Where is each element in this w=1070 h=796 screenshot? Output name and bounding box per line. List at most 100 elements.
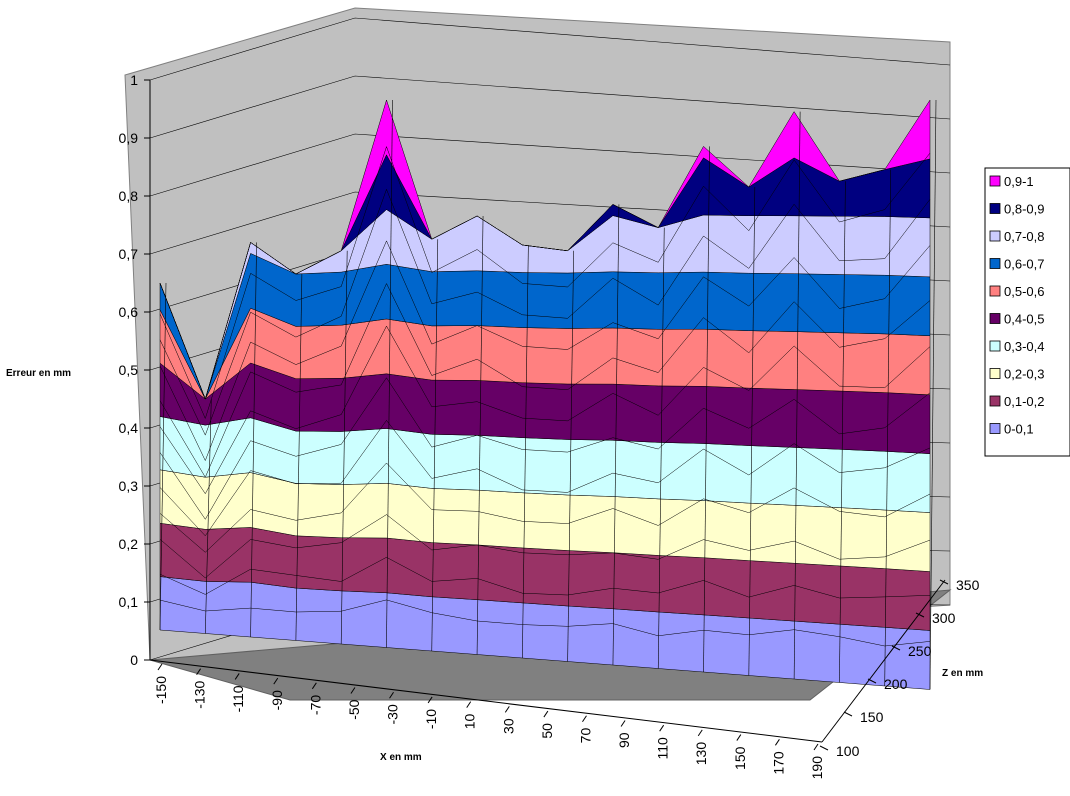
mesh-line bbox=[522, 244, 529, 659]
mesh-line bbox=[839, 181, 846, 683]
legend-swatch bbox=[989, 313, 1001, 324]
mesh-line bbox=[159, 188, 931, 436]
legend-label: 0,6-0,7 bbox=[1004, 257, 1044, 272]
legend-label: 0,4-0,5 bbox=[1004, 312, 1044, 327]
surface-band-0,9-1 bbox=[159, 99, 931, 400]
z-tick-label: 150 bbox=[860, 709, 884, 725]
surface-mesh bbox=[159, 99, 937, 690]
x-tick-mark bbox=[311, 682, 317, 690]
x-tick-mark bbox=[389, 691, 394, 699]
z-tick-mark bbox=[819, 745, 829, 751]
mesh-line bbox=[159, 282, 931, 478]
legend-label: 0,7-0,8 bbox=[1004, 229, 1044, 244]
x-tick-label: -10 bbox=[423, 709, 439, 729]
legend-label: 0,1-0,2 bbox=[1004, 394, 1044, 409]
mesh-line bbox=[159, 325, 931, 495]
legend-label: 0-0,1 bbox=[1004, 422, 1034, 437]
mesh-line bbox=[748, 186, 756, 676]
mesh-line bbox=[159, 599, 931, 647]
x-tick-mark bbox=[620, 720, 626, 727]
x-tick-mark bbox=[697, 729, 703, 737]
x-tick-mark bbox=[466, 701, 472, 708]
y-tick-label: 0,8 bbox=[119, 188, 139, 204]
x-tick-label: -50 bbox=[346, 699, 362, 719]
x-tick-label: 10 bbox=[462, 713, 478, 729]
legend-swatch bbox=[989, 368, 1001, 379]
legend-label: 0,5-0,6 bbox=[1004, 284, 1044, 299]
y-tick-label: 0,9 bbox=[119, 130, 139, 146]
x-tick-mark bbox=[582, 715, 587, 723]
mesh-line bbox=[657, 227, 665, 669]
x-tick-label: 130 bbox=[693, 742, 709, 766]
z-tick-mark bbox=[867, 678, 877, 684]
legend-swatch bbox=[989, 203, 1001, 214]
x-tick-label: 90 bbox=[616, 732, 632, 748]
legend-swatch bbox=[989, 340, 1001, 352]
z-tick-mark bbox=[843, 711, 853, 717]
x-tick-label: -150 bbox=[153, 676, 169, 704]
y-tick-label: 0,5 bbox=[119, 362, 139, 378]
mesh-line bbox=[431, 239, 439, 652]
x-tick-label: -30 bbox=[385, 704, 401, 724]
x-tick-mark bbox=[234, 673, 240, 680]
y-gridline bbox=[149, 75, 951, 139]
x-tick-label: 190 bbox=[809, 756, 825, 780]
mesh-line bbox=[567, 250, 574, 662]
mesh-line bbox=[204, 398, 212, 634]
x-tick-mark bbox=[504, 706, 510, 713]
y-axis: 0 0,1 0,2 0,3 0,4 0,5 0,6 0,7 0,8 0,9 1 bbox=[119, 72, 151, 668]
legend-swatch bbox=[989, 258, 1001, 269]
x-tick-mark bbox=[350, 687, 356, 694]
x-tick-mark bbox=[543, 710, 549, 718]
x-tick-label: -110 bbox=[230, 685, 246, 712]
y-tick-label: 0,4 bbox=[119, 420, 139, 436]
x-tick-label: -70 bbox=[307, 695, 323, 715]
y-tick-label: 0 bbox=[130, 652, 138, 668]
z-tick-label: 350 bbox=[956, 577, 980, 593]
legend-label: 0,8-0,9 bbox=[1004, 202, 1044, 217]
mesh-line bbox=[159, 419, 931, 537]
z-tick-label: 250 bbox=[908, 643, 932, 659]
legend-label: 0,9-1 bbox=[1004, 174, 1034, 189]
x-axis: -150 -130 -110 -90 -70 -50 -30 -10 10 30 50 70 90 110… bbox=[149, 659, 825, 780]
x-tick-label: -90 bbox=[269, 690, 285, 710]
mesh-line bbox=[159, 557, 931, 599]
y-tick-label: 1 bbox=[130, 72, 138, 88]
x-tick-mark bbox=[659, 724, 665, 732]
z-tick-mark bbox=[939, 579, 949, 585]
mesh-line bbox=[250, 242, 257, 638]
mesh-line bbox=[159, 514, 931, 579]
y-gridline bbox=[149, 17, 951, 81]
z-axis: 100 150 200 250 300 350 bbox=[819, 577, 980, 759]
y-axis-title: Erreur en mm bbox=[6, 368, 71, 379]
x-tick-mark bbox=[774, 739, 780, 746]
legend: 0,9-1 0,8-0,9 0,7-0,8 0,6-0,7 0,5-0,6 0,4-0,5… bbox=[984, 167, 1070, 457]
z-axis-title: Z en mm bbox=[942, 668, 983, 679]
z-tick-label: 100 bbox=[836, 743, 860, 759]
mesh-line bbox=[340, 250, 348, 645]
mesh-line bbox=[159, 240, 931, 462]
x-axis-title: X en mm bbox=[380, 752, 422, 763]
mesh-line bbox=[159, 377, 931, 520]
y-tick-label: 0,1 bbox=[119, 594, 139, 610]
mesh-line bbox=[703, 146, 710, 673]
mesh-line bbox=[159, 462, 931, 553]
z-tick-mark bbox=[915, 612, 925, 618]
x-tick-label: -130 bbox=[192, 681, 208, 709]
legend-swatch bbox=[989, 423, 1001, 434]
x-tick-label: 30 bbox=[500, 718, 516, 734]
x-tick-label: 170 bbox=[770, 751, 786, 775]
error-surface bbox=[159, 99, 931, 690]
legend-swatch bbox=[989, 175, 1001, 187]
mesh-line bbox=[159, 145, 931, 420]
y-gridline bbox=[149, 133, 951, 197]
x-tick-mark bbox=[196, 668, 202, 675]
x-tick-mark bbox=[273, 677, 279, 685]
legend-swatch bbox=[989, 230, 1001, 242]
mesh-line bbox=[386, 99, 393, 648]
y-tick-label: 0,2 bbox=[119, 536, 139, 552]
x-tick-label: 110 bbox=[655, 737, 671, 760]
z-axis-line bbox=[821, 579, 946, 743]
y-tick-label: 0,6 bbox=[119, 304, 139, 320]
x-tick-mark bbox=[157, 663, 163, 671]
